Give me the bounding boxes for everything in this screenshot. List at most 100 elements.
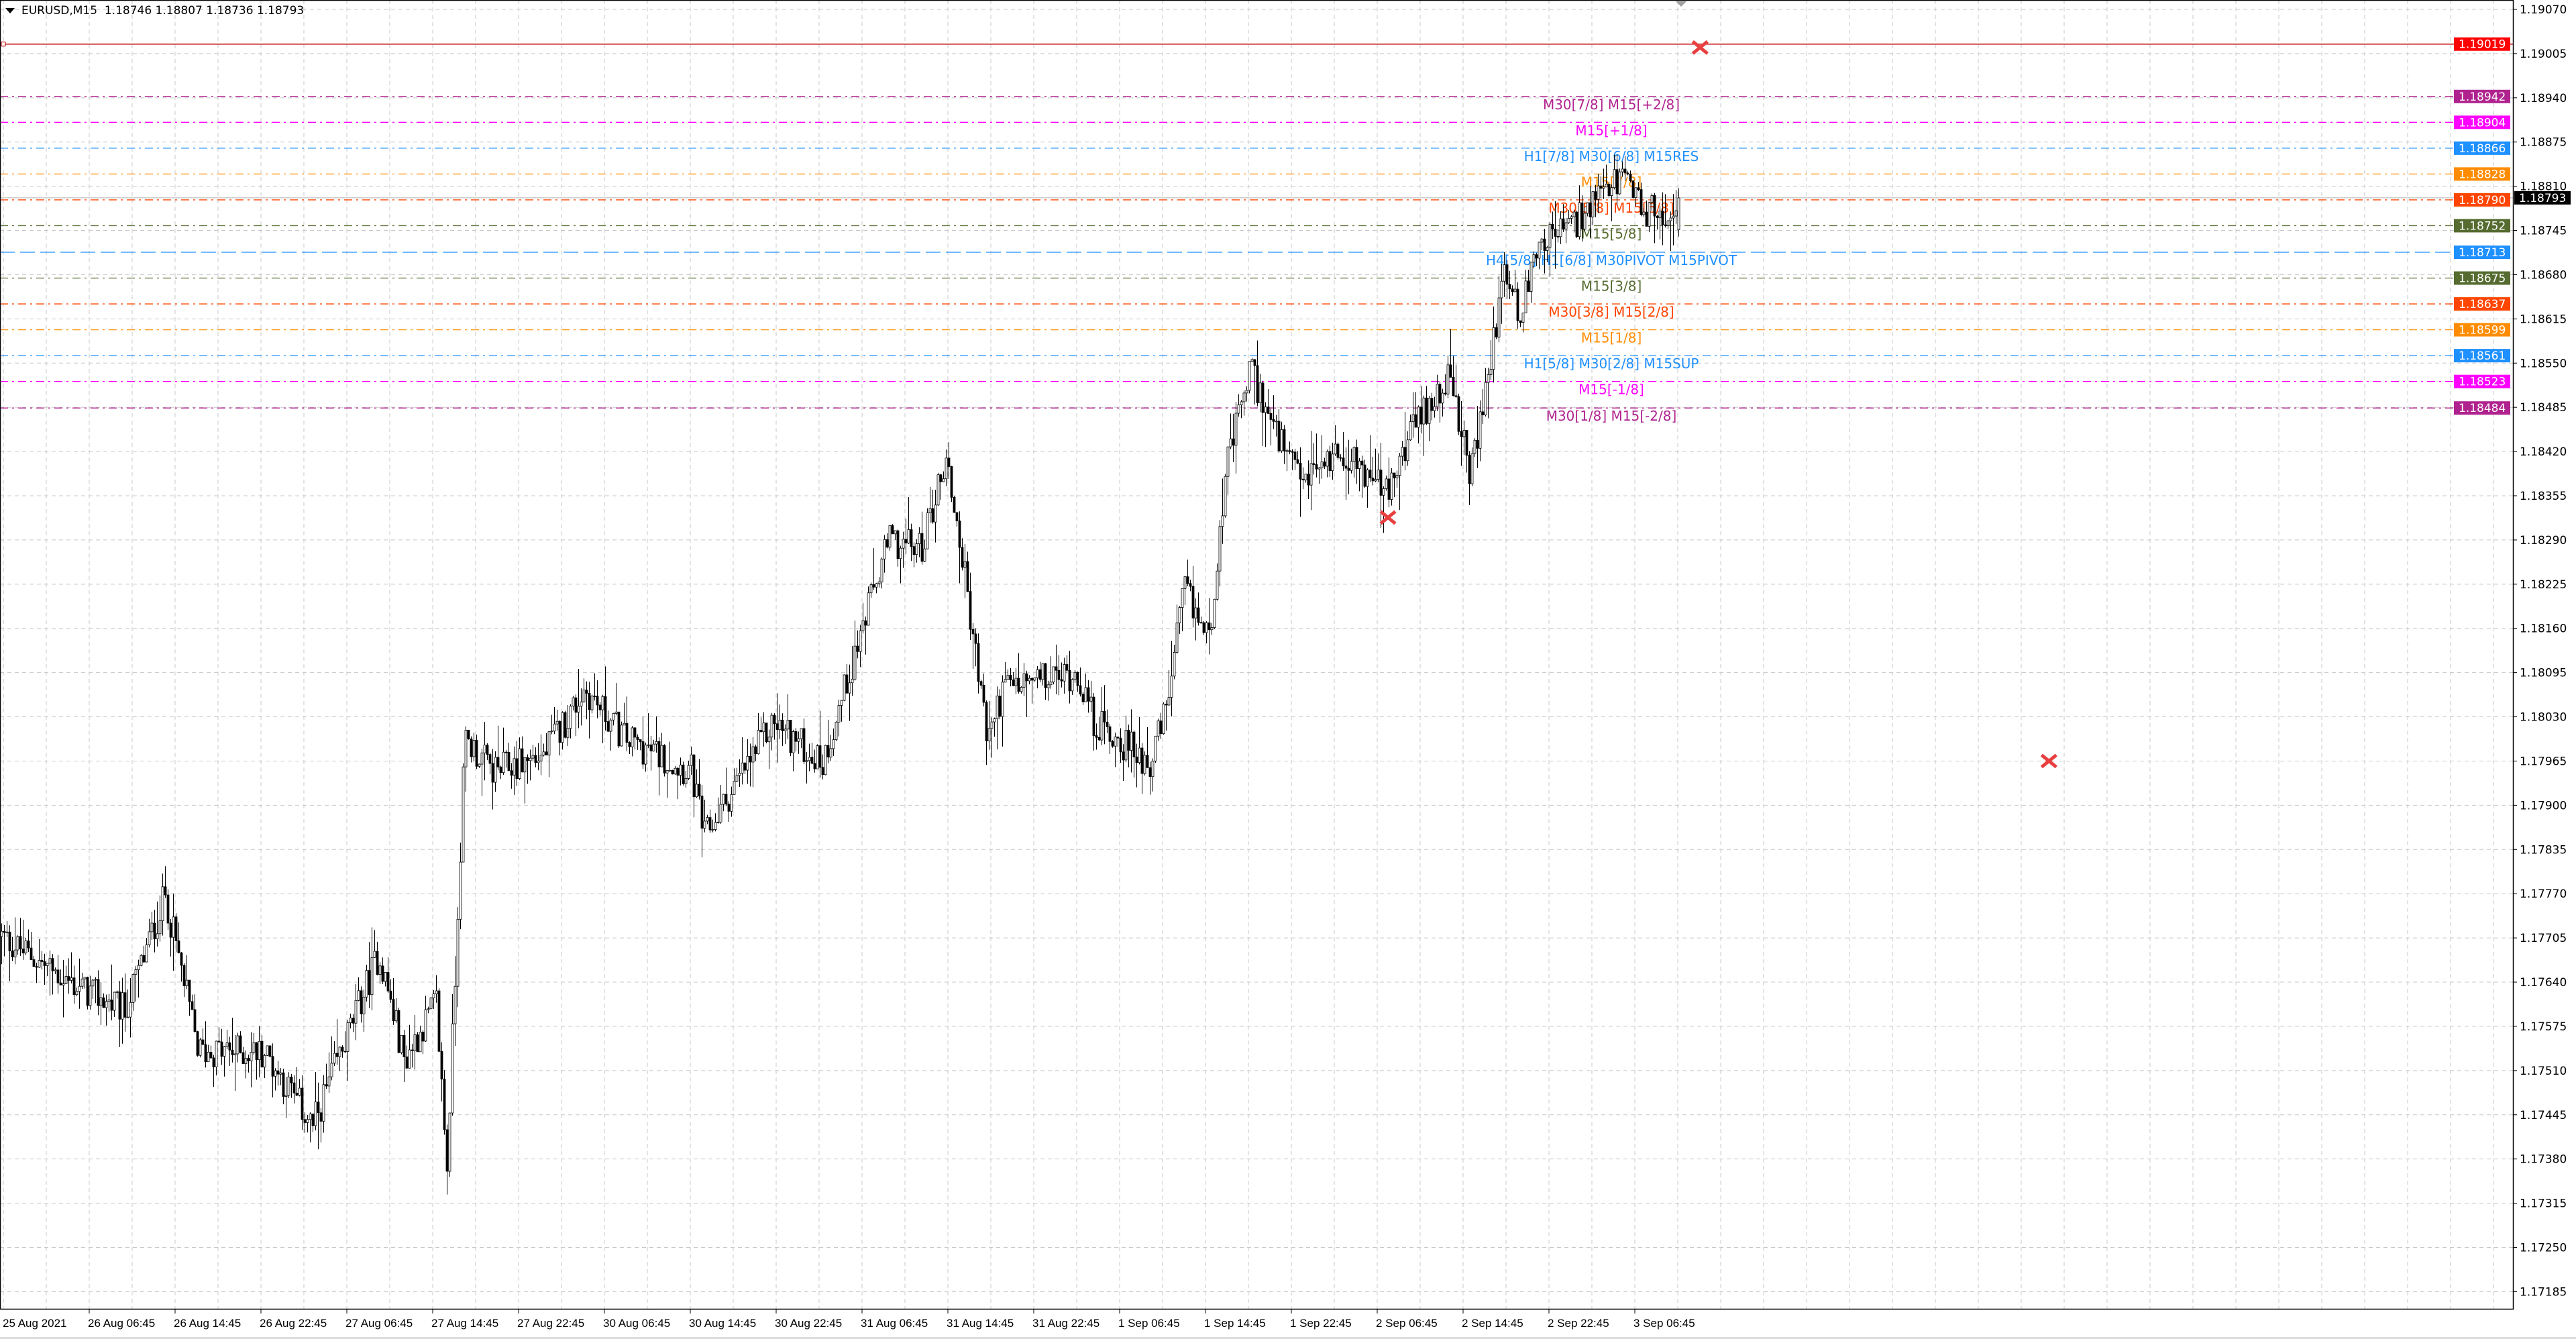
- candle-body: [1127, 730, 1130, 751]
- candle: [1213, 598, 1216, 629]
- chart-shift-triangle-icon[interactable]: [1676, 1, 1686, 7]
- candle: [1076, 671, 1079, 692]
- candle-body: [1476, 439, 1479, 449]
- candle-body: [319, 1112, 323, 1122]
- candle: [1395, 470, 1399, 488]
- candle-body: [54, 969, 57, 971]
- candle: [1653, 193, 1656, 244]
- candle-body: [1487, 374, 1490, 383]
- candle-body: [547, 731, 551, 756]
- candle: [89, 975, 92, 1010]
- candle-body: [1312, 463, 1316, 465]
- candle-body: [1599, 185, 1603, 189]
- x-tick-label: 30 Aug 06:45: [603, 1317, 670, 1330]
- candle-body: [333, 1053, 336, 1064]
- candle-body: [1081, 694, 1085, 702]
- candle: [1052, 666, 1055, 685]
- candle: [271, 1043, 274, 1097]
- candle-body: [1360, 460, 1364, 466]
- candle: [526, 754, 529, 784]
- candle-body: [636, 737, 639, 740]
- candle-body: [1237, 404, 1240, 414]
- candle: [67, 958, 70, 994]
- candle-body: [306, 1119, 309, 1123]
- candle-body: [1419, 407, 1423, 425]
- candle: [633, 727, 637, 750]
- candle: [475, 735, 478, 769]
- candle-body: [368, 970, 371, 996]
- candle: [1634, 187, 1638, 207]
- candle-body: [381, 965, 384, 982]
- candle: [1352, 446, 1356, 478]
- candle-body: [1240, 401, 1243, 405]
- candle-body: [201, 1039, 205, 1045]
- candle-body: [845, 674, 849, 694]
- level-price-text: 1.18484: [2459, 402, 2506, 415]
- candle-body: [802, 728, 806, 762]
- candle: [1613, 154, 1616, 190]
- candle-body: [1580, 202, 1584, 229]
- y-tick-label: 1.19005: [2520, 48, 2567, 61]
- candle: [1677, 188, 1680, 237]
- candle-body: [1119, 737, 1122, 753]
- price-axis[interactable]: 1.190701.190051.189401.188751.188101.187…: [2513, 3, 2567, 1299]
- candle-body: [612, 712, 615, 720]
- x-tick-label: 31 Aug 22:45: [1032, 1317, 1099, 1330]
- level-price-box: [2454, 271, 2510, 285]
- candle-body: [1626, 172, 1629, 174]
- candle: [30, 932, 33, 961]
- candle: [1570, 215, 1573, 224]
- candle: [1631, 180, 1635, 199]
- candle-body: [483, 745, 486, 753]
- candle: [781, 713, 784, 747]
- candle: [1124, 715, 1128, 763]
- candle-body: [62, 983, 65, 985]
- candle: [368, 942, 371, 1008]
- level-price-box: [2454, 374, 2510, 388]
- candle-body: [1610, 187, 1613, 197]
- candle-body: [1304, 474, 1307, 480]
- candle-body: [1320, 462, 1324, 468]
- candle: [1293, 448, 1297, 470]
- level-price-text: 1.18866: [2459, 142, 2506, 156]
- candle: [767, 729, 771, 769]
- candle-body: [797, 738, 800, 742]
- candle-body: [1122, 751, 1125, 761]
- candle: [510, 763, 513, 789]
- dropdown-triangle-icon[interactable]: [5, 8, 15, 13]
- candle-body: [97, 979, 100, 1006]
- candle-body: [521, 748, 524, 773]
- candle-body: [263, 1055, 266, 1068]
- candle: [1296, 451, 1299, 465]
- candle-body: [1030, 678, 1034, 681]
- candle: [609, 718, 612, 751]
- candle: [1583, 207, 1587, 232]
- candle: [582, 678, 586, 703]
- candle: [529, 749, 532, 781]
- candle: [1615, 154, 1619, 206]
- time-axis[interactable]: 25 Aug 2021 26 Aug 06:45 26 Aug 14:45 26 Au…: [3, 1309, 1695, 1330]
- candle-body: [950, 466, 953, 498]
- candle-body: [784, 729, 787, 731]
- candle: [998, 689, 1002, 720]
- candle-body: [1377, 470, 1380, 480]
- candle: [1269, 408, 1273, 445]
- candle-body: [1052, 666, 1055, 683]
- candle: [1237, 394, 1240, 417]
- candle: [762, 712, 765, 747]
- candle: [97, 970, 100, 1016]
- candle-body: [577, 706, 580, 713]
- candle-body: [923, 548, 926, 562]
- grid: [0, 0, 2513, 1309]
- candle: [48, 950, 52, 996]
- candle-body: [835, 722, 838, 741]
- candle-body: [427, 1008, 430, 1010]
- candle-body: [1355, 447, 1358, 469]
- candle: [1441, 388, 1444, 417]
- candle: [853, 620, 857, 681]
- candle-body: [539, 755, 543, 761]
- candle-body: [174, 916, 178, 941]
- candle: [172, 893, 175, 971]
- candle: [840, 700, 843, 722]
